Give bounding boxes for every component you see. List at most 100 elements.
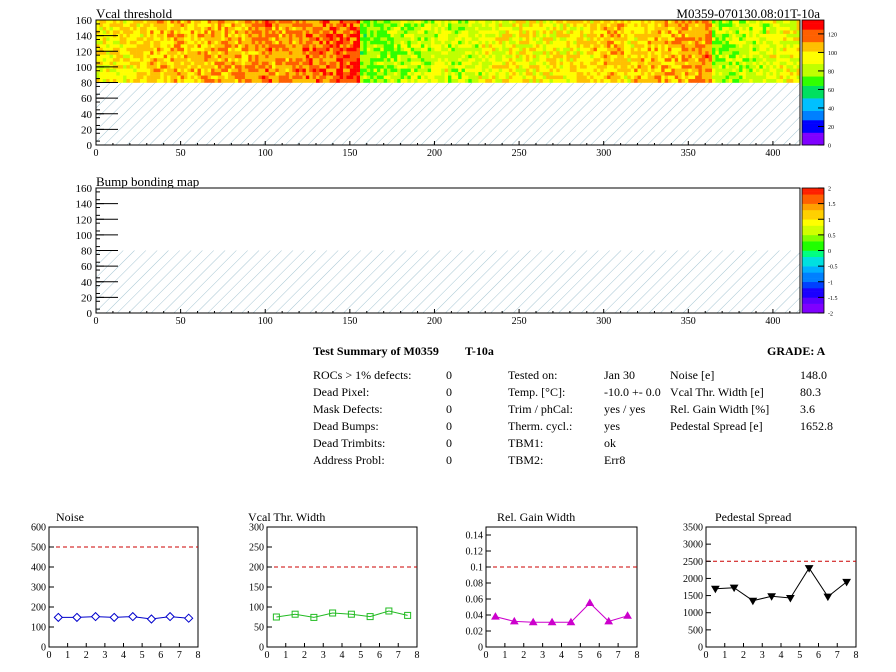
pixel-cell (407, 54, 412, 59)
pixel-cell (153, 23, 158, 28)
color-scale-band (802, 126, 824, 130)
pixel-cell (255, 61, 259, 66)
x-tick-label: 50 (176, 316, 186, 327)
pixel-cell (559, 75, 564, 80)
pixel-cell (546, 30, 550, 35)
pixel-cell (498, 65, 503, 69)
pixel-cell (373, 58, 378, 62)
pixel-cell (627, 75, 632, 80)
pixel-cell (698, 40, 703, 45)
pixel-cell (363, 23, 368, 28)
pixel-cell (542, 79, 547, 83)
y-tick-label: 3500 (683, 523, 703, 534)
y-tick-label: 80 (81, 246, 93, 258)
pixel-cell (434, 47, 439, 52)
pixel-cell (197, 44, 202, 49)
data-point (329, 609, 337, 617)
pixel-cell (525, 61, 530, 66)
pixel-cell (651, 23, 655, 28)
pixel-cell (268, 33, 273, 38)
pixel-cell (295, 75, 300, 80)
pixel-cell (167, 65, 171, 69)
pixel-cell (502, 33, 506, 38)
pixel-cell (492, 37, 496, 42)
pixel-cell (546, 54, 550, 59)
pixel-cell (349, 58, 354, 62)
pixel-cell (793, 68, 797, 73)
pixel-cell (224, 68, 229, 73)
pixel-cell (214, 40, 219, 45)
pixel-cell (184, 72, 188, 76)
pixel-cell (651, 58, 655, 62)
pixel-cell (119, 65, 124, 69)
pixel-cell (458, 47, 462, 52)
pixel-cell (698, 54, 703, 59)
pixel-cell (620, 68, 625, 73)
pixel-cell (326, 44, 330, 49)
pixel-cell (566, 40, 571, 45)
pixel-cell (444, 40, 449, 45)
pixel-cell (786, 40, 791, 45)
pixel-cell (485, 47, 489, 52)
pixel-cell (519, 75, 523, 80)
pixel-cell (563, 68, 567, 73)
pixel-cell (197, 51, 202, 56)
pixel-cell (664, 44, 669, 49)
pixel-cell (268, 65, 273, 69)
pixel-cell (116, 58, 120, 62)
pixel-cell (393, 68, 398, 73)
pixel-cell (722, 20, 726, 24)
pixel-cell (393, 33, 398, 38)
pixel-cell (637, 72, 642, 76)
pixel-cell (593, 30, 598, 35)
pixel-cell (305, 20, 310, 24)
pixel-cell (745, 37, 750, 42)
pixel-cell (552, 37, 557, 42)
pixel-cell (556, 75, 560, 80)
pixel-cell (532, 65, 537, 69)
pixel-cell (498, 79, 503, 83)
pixel-cell (410, 58, 415, 62)
pixel-cell (211, 23, 215, 28)
pixel-cell (613, 30, 618, 35)
pixel-cell (346, 40, 351, 45)
pixel-cell (492, 26, 496, 31)
pixel-cell (207, 75, 212, 80)
pixel-cell (458, 44, 462, 49)
pixel-cell (569, 51, 574, 56)
pixel-cell (762, 44, 767, 49)
pixel-cell (153, 65, 158, 69)
pixel-cell (722, 54, 726, 59)
pixel-cell (329, 79, 334, 83)
pixel-cell (752, 68, 757, 73)
data-point (404, 611, 412, 619)
pixel-cell (353, 44, 357, 49)
pixel-cell (786, 61, 791, 66)
pixel-cell (112, 30, 117, 35)
pixel-cell (312, 30, 317, 35)
pixel-cell (187, 30, 192, 35)
pixel-cell (515, 75, 520, 80)
pixel-cell (759, 33, 764, 38)
pixel-cell (261, 44, 266, 49)
pixel-cell (370, 40, 374, 45)
x-tick-label: 0 (47, 650, 52, 661)
pixel-cell (549, 79, 554, 83)
pixel-cell (732, 37, 736, 42)
pixel-cell (657, 54, 662, 59)
pixel-cell (684, 40, 689, 45)
pixel-cell (529, 33, 533, 38)
pixel-cell (556, 37, 560, 42)
pixel-cell (715, 47, 720, 52)
pixel-cell (600, 47, 604, 52)
pixel-cell (464, 54, 469, 59)
pixel-cell (603, 40, 608, 45)
pixel-cell (620, 47, 625, 52)
pixel-cell (326, 47, 330, 52)
pixel-cell (789, 75, 794, 80)
pixel-cell (657, 44, 662, 49)
pixel-cell (725, 44, 730, 49)
pixel-cell (319, 20, 324, 24)
pixel-cell (190, 37, 195, 42)
pixel-cell (292, 20, 296, 24)
